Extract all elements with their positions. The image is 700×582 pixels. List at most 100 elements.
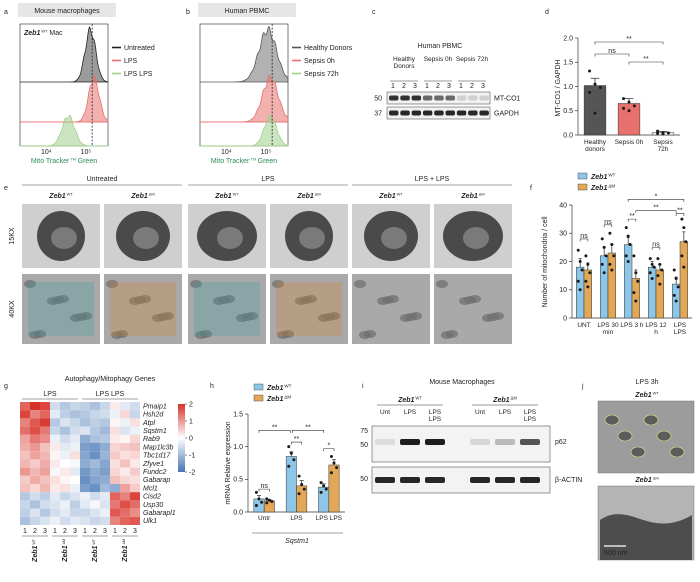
data-point bbox=[680, 254, 684, 258]
gene-label: Gabarapl1 bbox=[143, 510, 176, 517]
gene: Zeb1 bbox=[492, 397, 509, 404]
heatmap-cell bbox=[100, 516, 110, 525]
heatmap-cell bbox=[60, 475, 70, 484]
heatmap-cell bbox=[90, 451, 100, 460]
heatmap-cell bbox=[50, 418, 60, 427]
heatmap-cell bbox=[90, 459, 100, 468]
band bbox=[479, 110, 489, 116]
organelle bbox=[223, 295, 235, 303]
heatmap-cell bbox=[30, 418, 40, 427]
bar bbox=[318, 486, 330, 513]
heatmap-cell bbox=[80, 451, 90, 460]
x-axis-label: Mito TrackerTM Green bbox=[211, 157, 277, 166]
lane-label: 2 bbox=[402, 83, 406, 90]
x-tick-label: LPS bbox=[290, 515, 303, 522]
column-label: 1 bbox=[23, 528, 27, 535]
mitochondrion bbox=[617, 430, 633, 442]
heatmap-cell bbox=[120, 410, 130, 419]
heatmap-cell bbox=[130, 516, 140, 525]
significance-label: ns bbox=[608, 48, 616, 55]
band bbox=[411, 110, 422, 116]
x-tick-label: Sepsis 72h bbox=[653, 139, 673, 153]
group-label: Sepsis 72h bbox=[455, 56, 489, 63]
gene-label: Usp30 bbox=[143, 502, 163, 509]
heatmap-cell bbox=[20, 475, 30, 484]
genotype-label: Zeb1WT bbox=[634, 391, 659, 399]
group-label: Sepsis 0h bbox=[423, 56, 453, 63]
y-tick-label: 0.5 bbox=[563, 108, 573, 115]
heatmap-cell bbox=[130, 426, 140, 435]
panel-letter: b bbox=[186, 9, 190, 16]
nucleus bbox=[51, 227, 77, 249]
data-point bbox=[650, 262, 654, 266]
data-point bbox=[578, 288, 582, 292]
organelle bbox=[354, 280, 366, 288]
heatmap-cell bbox=[130, 484, 140, 493]
x-tick-label: Untr bbox=[258, 515, 271, 522]
significance-label: ** bbox=[294, 436, 300, 443]
bar bbox=[679, 241, 688, 319]
heatmap-cell bbox=[30, 426, 40, 435]
y-tick-label: 0.0 bbox=[563, 132, 573, 139]
heatmap-cell bbox=[20, 434, 30, 443]
heatmap-cell bbox=[120, 500, 130, 509]
x-tick-label: UNT bbox=[577, 322, 591, 329]
column-label: 3 bbox=[133, 528, 137, 535]
heatmap-cell bbox=[70, 516, 80, 525]
y-tick-label: 10 bbox=[559, 287, 567, 294]
organelle bbox=[387, 295, 399, 303]
heatmap-cell bbox=[90, 410, 100, 419]
gene-label: Pmaip1 bbox=[143, 403, 167, 410]
heatmap-cell bbox=[70, 402, 80, 411]
heatmap-cell bbox=[60, 459, 70, 468]
heatmap-cell bbox=[40, 508, 50, 517]
gene: Zeb1 bbox=[32, 545, 39, 562]
heatmap-cell bbox=[70, 492, 80, 501]
gene: Zeb1 bbox=[48, 193, 65, 200]
bar bbox=[576, 266, 585, 319]
data-point bbox=[656, 274, 660, 278]
data-point bbox=[626, 234, 630, 238]
genotype-label: Zeb1WT bbox=[32, 538, 39, 563]
heatmap-cell bbox=[70, 410, 80, 419]
legend-label: Zeb1WT bbox=[266, 384, 292, 393]
heatmap-cell bbox=[120, 475, 130, 484]
significance-bracket bbox=[628, 61, 664, 65]
heatmap-cell bbox=[90, 516, 100, 525]
marker-label: 50 bbox=[360, 476, 368, 483]
heatmap-cell bbox=[120, 484, 130, 493]
histogram bbox=[20, 74, 109, 123]
x-label-text: Mito Tracker bbox=[211, 158, 250, 165]
heatmap-cell bbox=[50, 402, 60, 411]
heatmap-cell bbox=[120, 516, 130, 525]
y-tick-label: 1.5 bbox=[563, 60, 573, 67]
significance-bracket bbox=[323, 448, 335, 452]
data-point bbox=[610, 268, 614, 272]
gene-label: Fundc2 bbox=[143, 469, 166, 476]
data-point bbox=[576, 248, 580, 252]
data-point bbox=[265, 497, 269, 501]
gene-label: Sqstm1 bbox=[143, 428, 167, 435]
heatmap-cell bbox=[30, 451, 40, 460]
gene: Zeb1 bbox=[590, 174, 607, 181]
significance-bracket bbox=[579, 238, 589, 242]
data-point bbox=[627, 100, 631, 104]
significance-label: ** bbox=[653, 205, 659, 212]
data-point bbox=[289, 451, 293, 455]
organelle bbox=[364, 330, 376, 338]
significance-bracket bbox=[594, 53, 630, 57]
band bbox=[425, 439, 445, 445]
heatmap-cell bbox=[100, 410, 110, 419]
heatmap-cell bbox=[60, 516, 70, 525]
lane-label: Unt bbox=[379, 409, 391, 416]
data-point bbox=[324, 487, 328, 491]
organelle bbox=[469, 295, 481, 303]
significance-bracket bbox=[675, 213, 685, 216]
band bbox=[375, 439, 395, 445]
band bbox=[422, 110, 433, 116]
data-point bbox=[254, 503, 258, 507]
x-tick-label: 10⁵ bbox=[81, 149, 92, 156]
significance-label: ns bbox=[260, 483, 268, 490]
heatmap-cell bbox=[110, 484, 120, 493]
genotype-label: Zeb1ΔM bbox=[130, 192, 154, 200]
